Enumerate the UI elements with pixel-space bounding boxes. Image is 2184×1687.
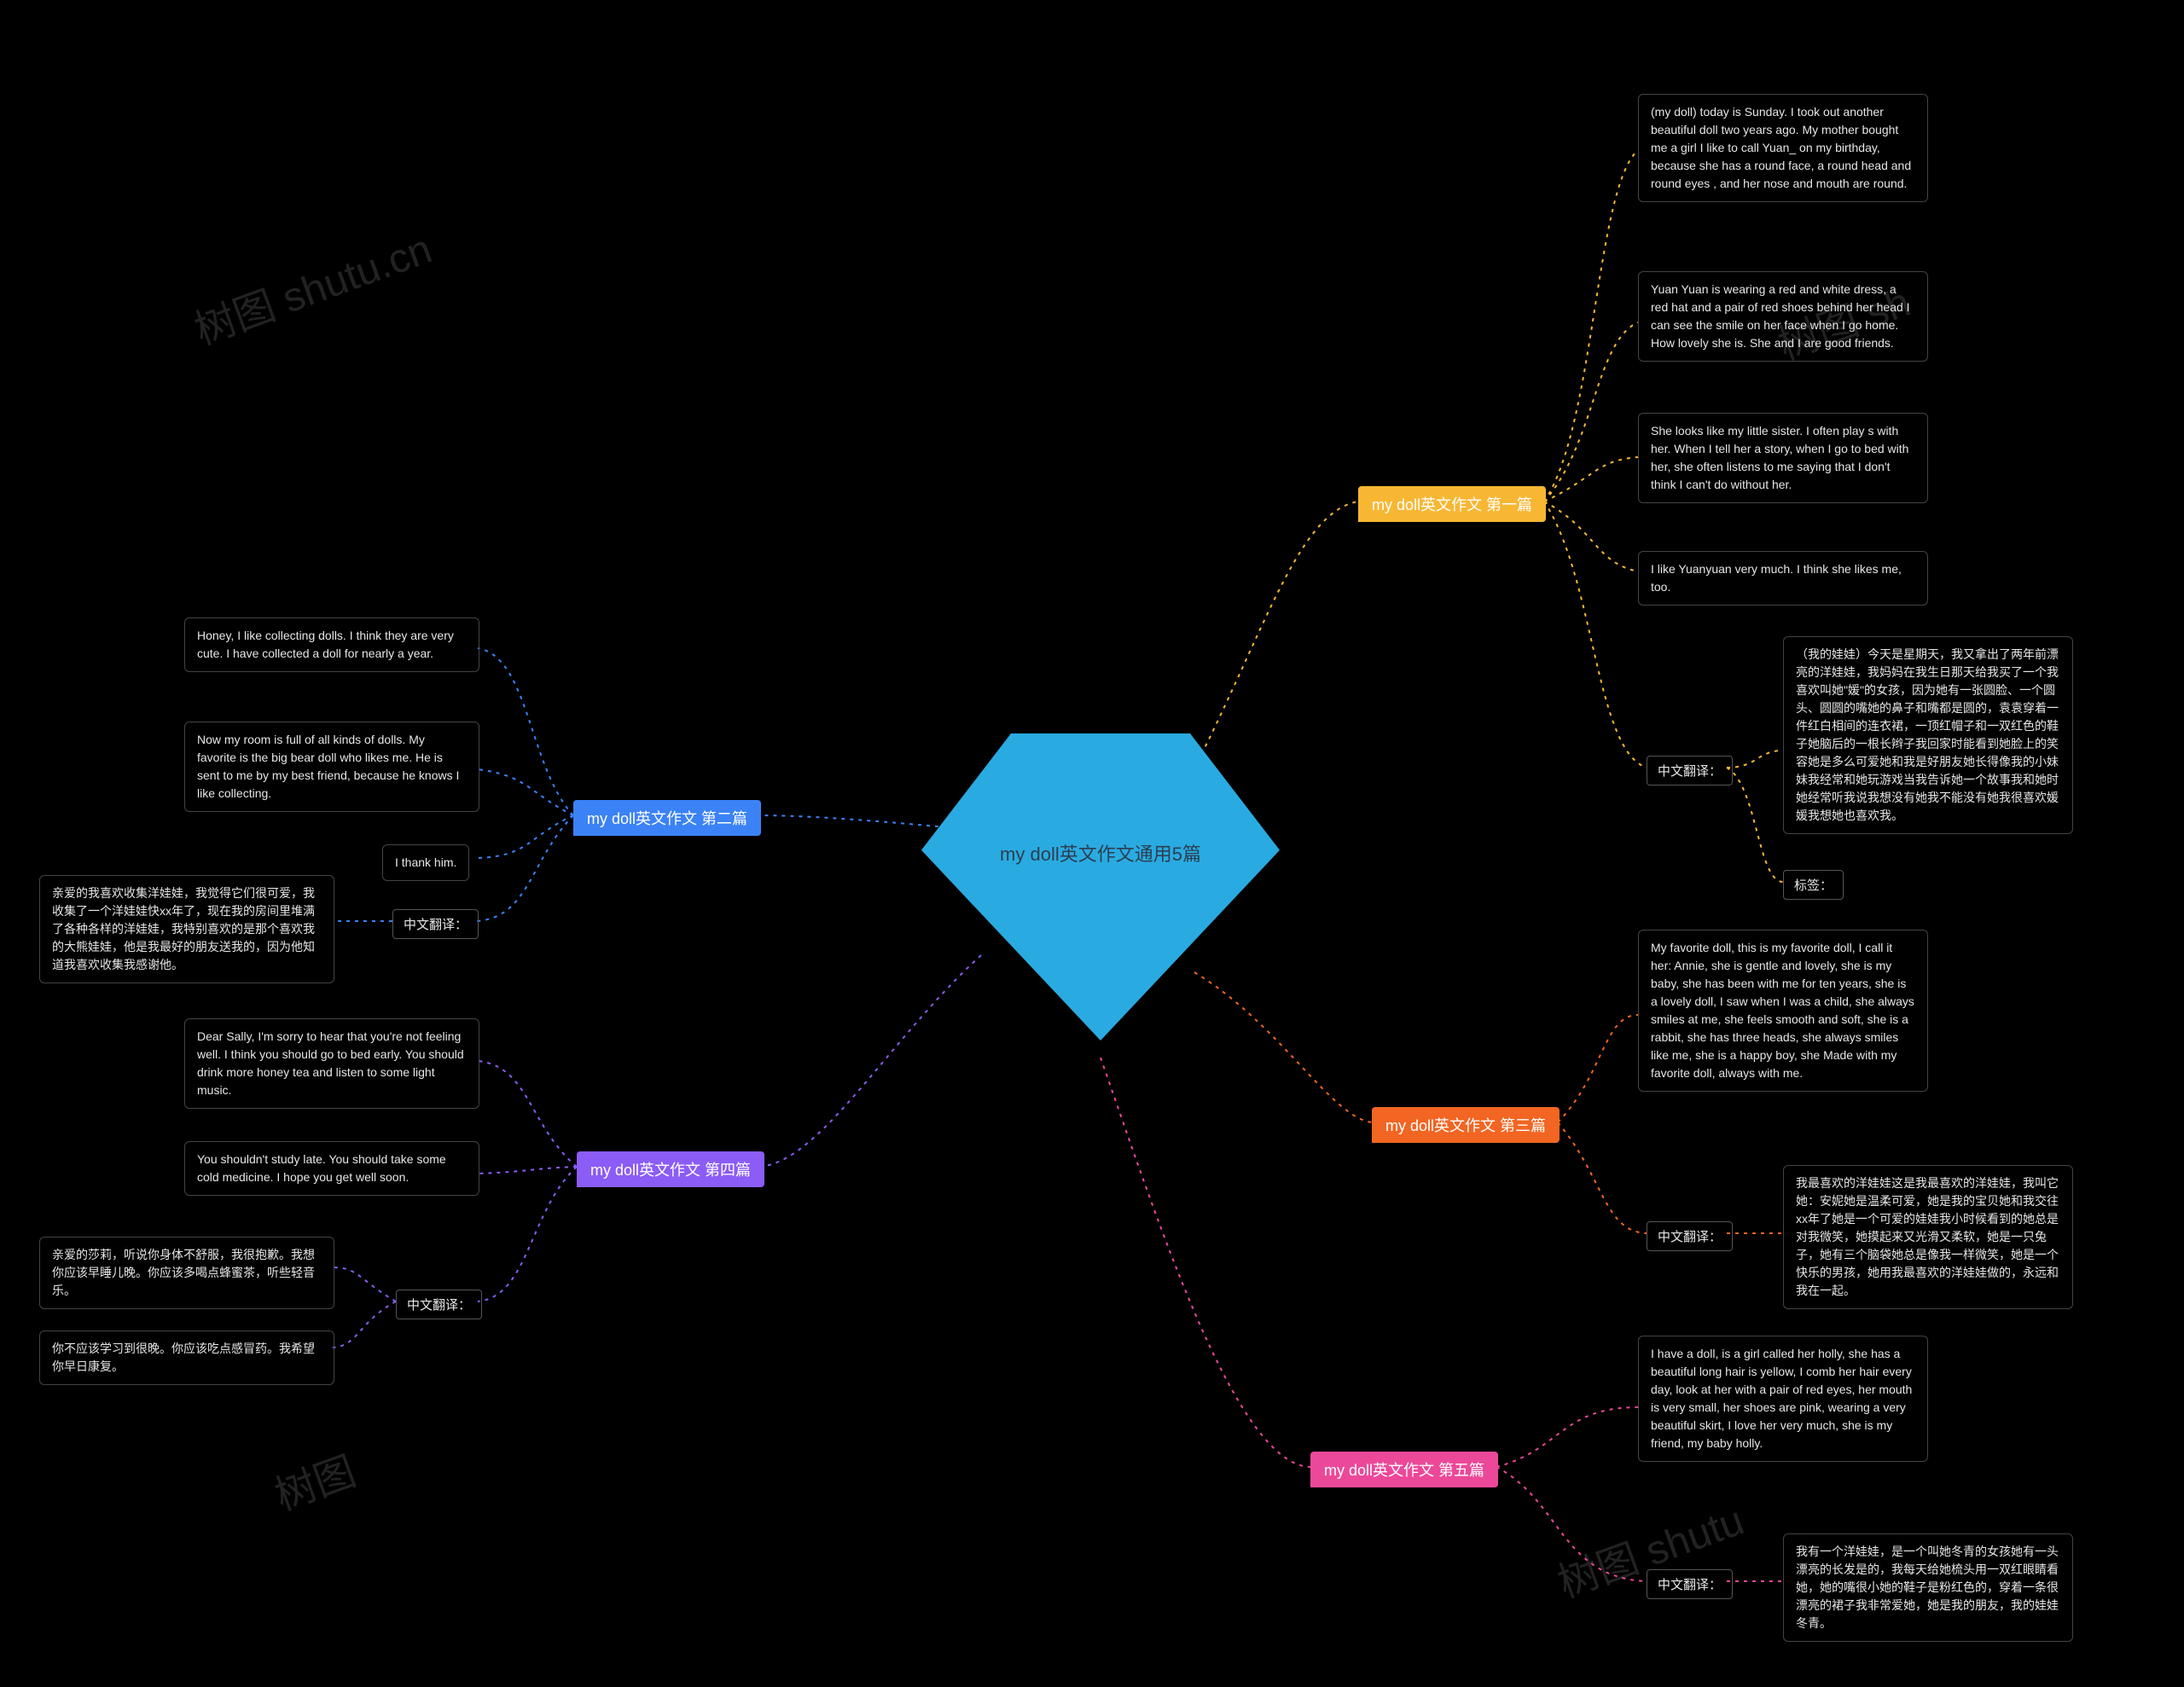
leaf-b5-c1: I have a doll, is a girl called her holl… [1638, 1336, 1928, 1462]
leaf-b1-c3: She looks like my little sister. I often… [1638, 413, 1928, 503]
leaf-b2-c3: I thank him. [382, 844, 469, 881]
leaf-b3-c1: My favorite doll, this is my favorite do… [1638, 930, 1928, 1092]
b2-trans-label: 中文翻译： [392, 909, 479, 939]
branch-4-label[interactable]: my doll英文作文 第四篇 [577, 1151, 764, 1187]
b1-trans-label: 中文翻译： [1647, 756, 1733, 786]
leaf-b3-trans: 我最喜欢的洋娃娃这是我最喜欢的洋娃娃，我叫它她：安妮她是温柔可爱，她是我的宝贝她… [1783, 1165, 2073, 1309]
leaf-b4-c2: You shouldn't study late. You should tak… [184, 1141, 479, 1196]
b5-trans-label: 中文翻译： [1647, 1569, 1733, 1599]
watermark: 树图 [265, 1438, 363, 1522]
branch-1-label[interactable]: my doll英文作文 第一篇 [1358, 486, 1546, 522]
leaf-b4-c1: Dear Sally, I'm sorry to hear that you'r… [184, 1018, 479, 1109]
leaf-b2-trans: 亲爱的我喜欢收集洋娃娃，我觉得它们很可爱，我收集了一个洋娃娃快xx年了，现在我的… [39, 875, 334, 983]
leaf-b1-trans: （我的娃娃）今天是星期天，我又拿出了两年前漂亮的洋娃娃，我妈妈在我生日那天给我买… [1783, 636, 2073, 834]
leaf-b1-c2: Yuan Yuan is wearing a red and white dre… [1638, 271, 1928, 362]
branch-3-label[interactable]: my doll英文作文 第三篇 [1372, 1107, 1560, 1143]
leaf-b4-trans2: 你不应该学习到很晚。你应该吃点感冒药。我希望你早日康复。 [39, 1330, 334, 1385]
center-title: my doll英文作文通用5篇 [949, 839, 1252, 935]
b3-trans-label: 中文翻译： [1647, 1221, 1733, 1251]
center-node: my doll英文作文通用5篇 [921, 733, 1280, 1041]
leaf-b2-c1: Honey, I like collecting dolls. I think … [184, 617, 479, 672]
leaf-b1-c4: I like Yuanyuan very much. I think she l… [1638, 551, 1928, 606]
leaf-b5-trans: 我有一个洋娃娃，是一个叫她冬青的女孩她有一头漂亮的长发是的，我每天给她梳头用一双… [1783, 1533, 2073, 1642]
leaf-b1-c1: (my doll) today is Sunday. I took out an… [1638, 94, 1928, 202]
leaf-b2-c2: Now my room is full of all kinds of doll… [184, 722, 479, 812]
branch-2-label[interactable]: my doll英文作文 第二篇 [573, 800, 761, 836]
leaf-b4-trans1: 亲爱的莎莉，听说你身体不舒服，我很抱歉。我想你应该早睡儿晚。你应该多喝点蜂蜜茶，… [39, 1237, 334, 1309]
watermark: 树图 shutu.cn [185, 215, 439, 356]
b1-tag-label: 标签： [1783, 870, 1844, 900]
b4-trans-label: 中文翻译： [396, 1290, 482, 1319]
branch-5-label[interactable]: my doll英文作文 第五篇 [1310, 1452, 1498, 1487]
